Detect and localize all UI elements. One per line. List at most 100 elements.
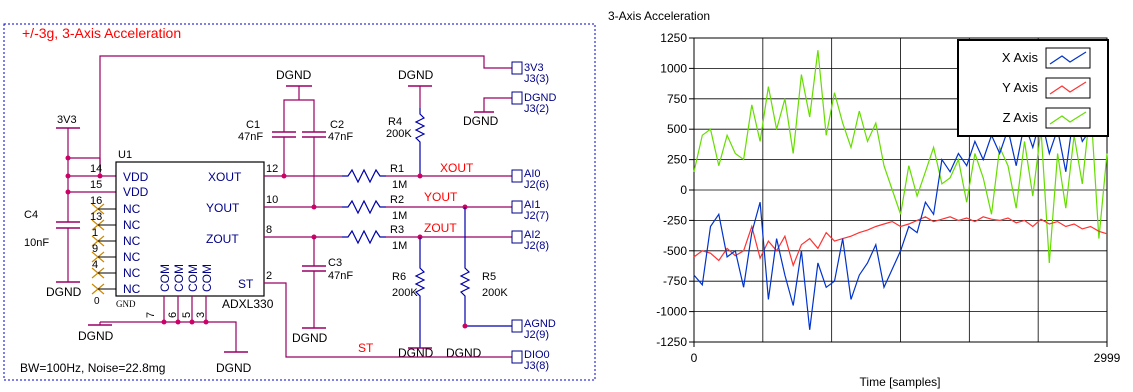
pin-number: 16 [90, 195, 102, 207]
legend-line [1049, 81, 1087, 95]
pin-number: 15 [90, 179, 102, 191]
x-axis: 0 2999 [691, 342, 1121, 365]
connector-3v3[interactable] [511, 61, 523, 75]
y-axis: 1250 1000 750 500 250 0 -250 -500 -750 -1000 -1250 [656, 31, 694, 349]
schematic-border [3, 23, 596, 381]
y-tick-label: -500 [663, 244, 687, 258]
legend-swatch [1045, 77, 1091, 99]
series-line-y-axis [693, 216, 1108, 268]
connector-dgnd[interactable] [511, 91, 523, 105]
connector-agnd-pin: J2(9) [524, 329, 549, 341]
connector-ai1[interactable] [511, 200, 523, 214]
connector-dgnd-pin: J3(2) [524, 103, 549, 115]
chip-adxl330[interactable] [115, 161, 265, 297]
pin-number: 14 [90, 163, 102, 175]
rail-3v3-top [99, 55, 512, 170]
connector-agnd[interactable] [511, 319, 523, 333]
resistor-r1 [342, 168, 386, 184]
c4-value: 10nF [24, 237, 49, 249]
left-pin-leads [98, 208, 116, 290]
com-pin-labels: COM COM COM COM [158, 264, 214, 292]
y-tick-label: -750 [663, 274, 687, 288]
chip-part: ADXL330 [222, 297, 274, 311]
x-tick-label: 2999 [1094, 351, 1121, 365]
y-tick-label: -1000 [656, 305, 687, 319]
legend-swatch [1045, 47, 1091, 69]
y-tick-label: 750 [667, 92, 687, 106]
pin-number: 1 [92, 227, 98, 239]
connector-3v3-pin: J3(3) [524, 73, 549, 85]
node [203, 319, 209, 325]
c4-ref: C4 [24, 209, 38, 221]
pin-number: 7 [145, 312, 157, 318]
pin-number: 9 [92, 243, 98, 255]
connector-ai1-pin: J2(7) [524, 210, 549, 222]
r6-ref: R6 [392, 271, 406, 283]
node [161, 319, 167, 325]
r2-ref: R2 [390, 194, 404, 206]
connector-ai0-pin: J2(6) [524, 179, 549, 191]
resistor-r2 [342, 199, 386, 215]
chart-title: 3-Axis Acceleration [608, 9, 710, 23]
net-label: XOUT [440, 161, 474, 175]
pin-number: 10 [266, 194, 278, 206]
c2-value: 47nF [328, 131, 353, 143]
y-tick-label: 250 [667, 153, 687, 167]
chip-pin-label: NC [123, 202, 141, 216]
node [462, 323, 468, 329]
c3-ref: C3 [328, 257, 342, 269]
connector-dgnd-label: DGND [524, 92, 556, 104]
pin-number: 12 [266, 163, 278, 175]
connector-dio0-label: DIO0 [524, 349, 550, 361]
pin-number: 2 [266, 270, 272, 282]
c1-ref: C1 [246, 119, 260, 131]
connector-ai0[interactable] [511, 169, 523, 183]
pin-number: 13 [90, 211, 102, 223]
ground-label: DGND [46, 285, 82, 299]
node [189, 319, 195, 325]
ground-label: DGND [292, 331, 328, 345]
chip-pin-label: YOUT [206, 201, 240, 215]
connector-ai0-label: AI0 [524, 168, 541, 180]
ground-label: DGND [398, 68, 434, 82]
pin-number: 8 [266, 224, 272, 236]
y-tick-label: 500 [667, 122, 687, 136]
pin-number: 5 [181, 312, 193, 318]
y-tick-label: -250 [663, 213, 687, 227]
svg-text:COM: COM [158, 264, 172, 292]
svg-text:COM: COM [172, 264, 186, 292]
r3-value: 1M [392, 240, 407, 252]
node [65, 155, 71, 161]
ground-label: DGND [398, 346, 434, 360]
node [97, 173, 103, 179]
pin-number: 6 [167, 312, 179, 318]
y-tick-label: 1250 [660, 31, 687, 45]
r2-value: 1M [392, 210, 407, 222]
node [311, 204, 317, 210]
pin-number: 0 [94, 296, 100, 307]
wire-dgnd-j3 [483, 97, 512, 112]
chip-pin-label: NC [123, 266, 141, 280]
r1-ref: R1 [390, 163, 404, 175]
node [281, 173, 287, 179]
resistor-r5 [459, 207, 512, 327]
r5-value: 200K [482, 287, 508, 299]
net-label: ST [358, 341, 374, 355]
r1-value: 1M [392, 179, 407, 191]
y-tick-label: 1000 [660, 61, 687, 75]
pin-number: 4 [92, 259, 98, 271]
connector-agnd-label: AGND [524, 318, 556, 330]
node [175, 319, 181, 325]
ground-label: DGND [78, 329, 114, 343]
chip-pin-label: NC [123, 234, 141, 248]
connector-dio0[interactable] [511, 350, 523, 364]
ground-label: DGND [216, 361, 252, 375]
connector-dio0-pin: J3(8) [524, 360, 549, 372]
r5-ref: R5 [482, 271, 496, 283]
connector-ai2[interactable] [511, 230, 523, 244]
connector-ai2-pin: J2(8) [524, 240, 549, 252]
chip-pin-label: VDD [123, 170, 149, 184]
chip-pin-label: NC [123, 218, 141, 232]
x-axis-label: Time [samples] [860, 375, 941, 389]
node [65, 189, 71, 195]
